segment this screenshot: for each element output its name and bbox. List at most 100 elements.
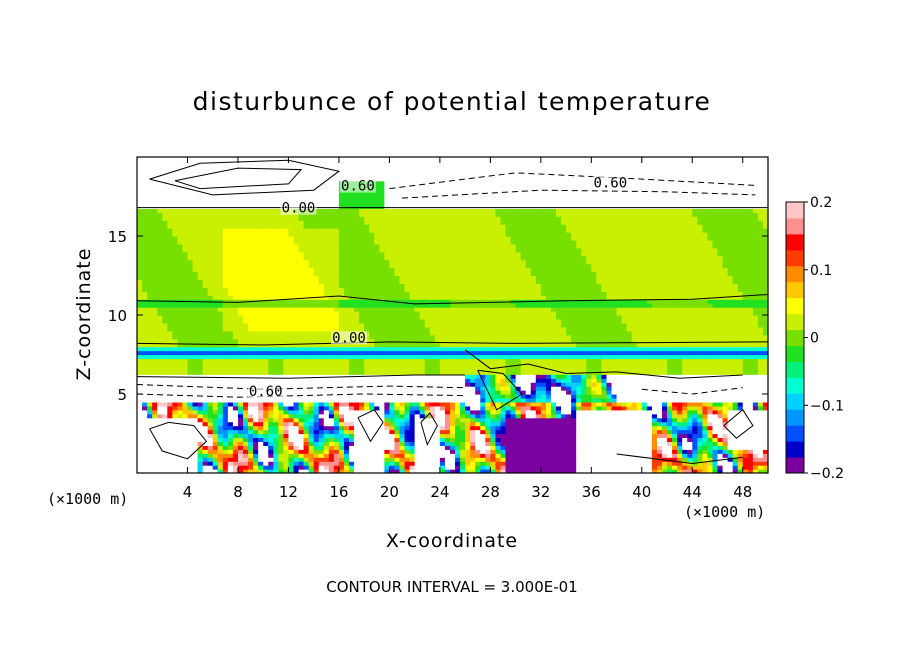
heatmap-cell [661, 318, 668, 324]
heatmap-cell [207, 315, 214, 320]
heatmap-cell [550, 394, 557, 399]
heatmap-cell [702, 429, 709, 435]
heatmap-cell [167, 315, 173, 320]
heatmap-cell [303, 358, 310, 363]
heatmap-cell [414, 338, 421, 344]
heatmap-cell [273, 315, 279, 320]
heatmap-cell [444, 374, 451, 379]
heatmap-cell [520, 378, 527, 383]
heatmap-cell [586, 342, 592, 348]
heatmap-cell [737, 461, 744, 466]
heatmap-cell [757, 366, 764, 371]
heatmap-cell [697, 449, 703, 454]
heatmap-cell [465, 315, 471, 320]
heatmap-cell [505, 350, 512, 356]
heatmap-cell [550, 461, 557, 466]
heatmap-cell [707, 346, 714, 352]
heatmap-cell [293, 465, 300, 470]
heatmap-cell [586, 366, 592, 371]
heatmap-cell [253, 346, 259, 352]
heatmap-cell [677, 362, 683, 367]
heatmap-cell [298, 338, 305, 344]
heatmap-cell [656, 453, 663, 458]
heatmap-cell [460, 338, 466, 344]
heatmap-cell [485, 350, 491, 356]
heatmap-cell [732, 362, 739, 367]
heatmap-cell [359, 350, 365, 356]
heatmap-cell [631, 346, 638, 352]
heatmap-cell [217, 397, 224, 403]
heatmap-cell [354, 457, 360, 462]
heatmap-cell [424, 433, 431, 439]
heatmap-cell [747, 370, 754, 375]
heatmap-cell [137, 425, 143, 431]
heatmap-cell [566, 338, 572, 344]
heatmap-cell [288, 449, 295, 454]
heatmap-cell [364, 401, 370, 407]
heatmap-cell [732, 417, 739, 423]
heatmap-cell [697, 445, 703, 450]
heatmap-cell [303, 334, 310, 340]
heatmap-cell [404, 358, 411, 363]
heatmap-cell [641, 413, 648, 419]
heatmap-cell [197, 461, 204, 466]
heatmap-cell [596, 405, 603, 411]
heatmap-cell [621, 405, 628, 411]
heatmap-cell [349, 366, 355, 371]
heatmap-cell [530, 457, 537, 462]
heatmap-cell [667, 362, 673, 367]
heatmap-cell [389, 445, 396, 450]
heatmap-cell [263, 437, 269, 442]
heatmap-cell [500, 394, 507, 399]
heatmap-cell [530, 350, 537, 356]
heatmap-cell [581, 334, 587, 340]
heatmap-cell [197, 401, 204, 407]
heatmap-cell [323, 453, 330, 458]
heatmap-cell [364, 417, 370, 423]
heatmap-cell [419, 405, 426, 411]
heatmap-cell [591, 318, 597, 324]
heatmap-cell [682, 429, 688, 435]
heatmap-cell [712, 425, 719, 431]
heatmap-cell [187, 457, 194, 462]
heatmap-cell [540, 425, 547, 431]
heatmap-cell [631, 318, 638, 324]
heatmap-cell [535, 342, 542, 348]
heatmap-cell [692, 421, 698, 427]
heatmap-cell [586, 429, 592, 435]
heatmap-cell [273, 350, 279, 356]
heatmap-cell [439, 386, 446, 391]
heatmap-cell [303, 421, 310, 427]
heatmap-cell [707, 405, 714, 411]
heatmap-cell [651, 362, 658, 367]
heatmap-cell [414, 322, 421, 328]
heatmap-cell [470, 421, 476, 427]
heatmap-cell [237, 326, 244, 332]
heatmap-cell [318, 362, 325, 367]
heatmap-cell [243, 374, 249, 379]
heatmap-cell [338, 346, 345, 352]
heatmap-cell [702, 417, 709, 423]
heatmap-cell [354, 469, 360, 473]
heatmap-cell [737, 449, 744, 454]
heatmap-cell [631, 413, 638, 419]
heatmap-cell [505, 457, 512, 462]
heatmap-cell [354, 405, 360, 411]
heatmap-cell [555, 449, 562, 454]
heatmap-cell [359, 382, 365, 387]
heatmap-cell [222, 409, 229, 415]
heatmap-cell [747, 330, 754, 336]
heatmap-cell [384, 374, 390, 379]
heatmap-cell [545, 362, 552, 367]
heatmap-cell [288, 338, 295, 344]
heatmap-cell [747, 334, 754, 340]
heatmap-cell [485, 441, 491, 446]
heatmap-cell [227, 366, 234, 371]
heatmap-cell [525, 334, 532, 340]
heatmap-cell [732, 401, 739, 407]
heatmap-cell [490, 397, 497, 403]
heatmap-cell [162, 441, 168, 446]
heatmap-cell [323, 421, 330, 427]
heatmap-cell [752, 445, 759, 450]
heatmap-cell [707, 334, 714, 340]
